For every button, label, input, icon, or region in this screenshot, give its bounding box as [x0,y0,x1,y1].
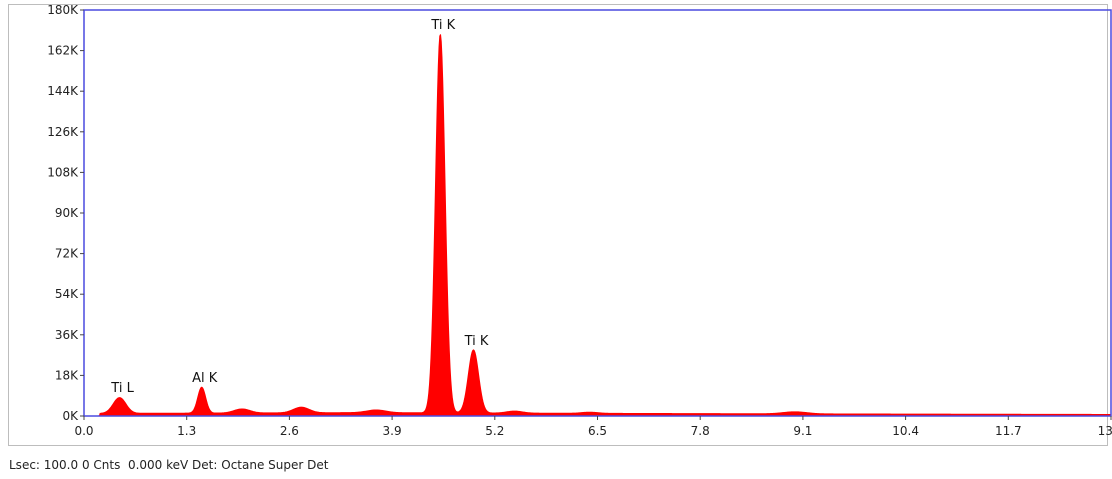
peak-label: Ti K [464,334,489,349]
plot-border [84,10,1111,416]
y-tick-label: 54K [55,287,79,301]
y-tick-label: 36K [55,328,79,342]
spectrum-area [84,34,1111,416]
x-tick-label: 9.1 [793,424,812,438]
y-tick-label: 144K [47,84,79,98]
x-tick-label: 13.0 [1098,424,1112,438]
y-tick-label: 180K [47,3,79,17]
x-tick-label: 5.2 [485,424,504,438]
x-tick-label: 2.6 [280,424,299,438]
x-tick-label: 10.4 [892,424,919,438]
y-tick-label: 72K [55,247,79,261]
y-tick-label: 108K [47,165,79,179]
y-tick-label: 126K [47,125,79,139]
x-tick-label: 11.7 [995,424,1022,438]
x-tick-label: 0.0 [74,424,93,438]
peak-label: Al K [192,371,218,386]
peak-label: Ti L [110,381,134,396]
y-tick-label: 162K [47,44,79,58]
y-tick-label: 0K [62,409,79,423]
x-tick-label: 3.9 [383,424,402,438]
y-tick-label: 18K [55,368,79,382]
y-tick-label: 90K [55,206,79,220]
peak-label: Ti K [430,18,455,33]
status-bar: Lsec: 100.0 0 Cnts 0.000 keV Det: Octane… [9,458,328,472]
x-tick-label: 1.3 [177,424,196,438]
x-tick-label: 6.5 [588,424,607,438]
x-tick-label: 7.8 [691,424,710,438]
